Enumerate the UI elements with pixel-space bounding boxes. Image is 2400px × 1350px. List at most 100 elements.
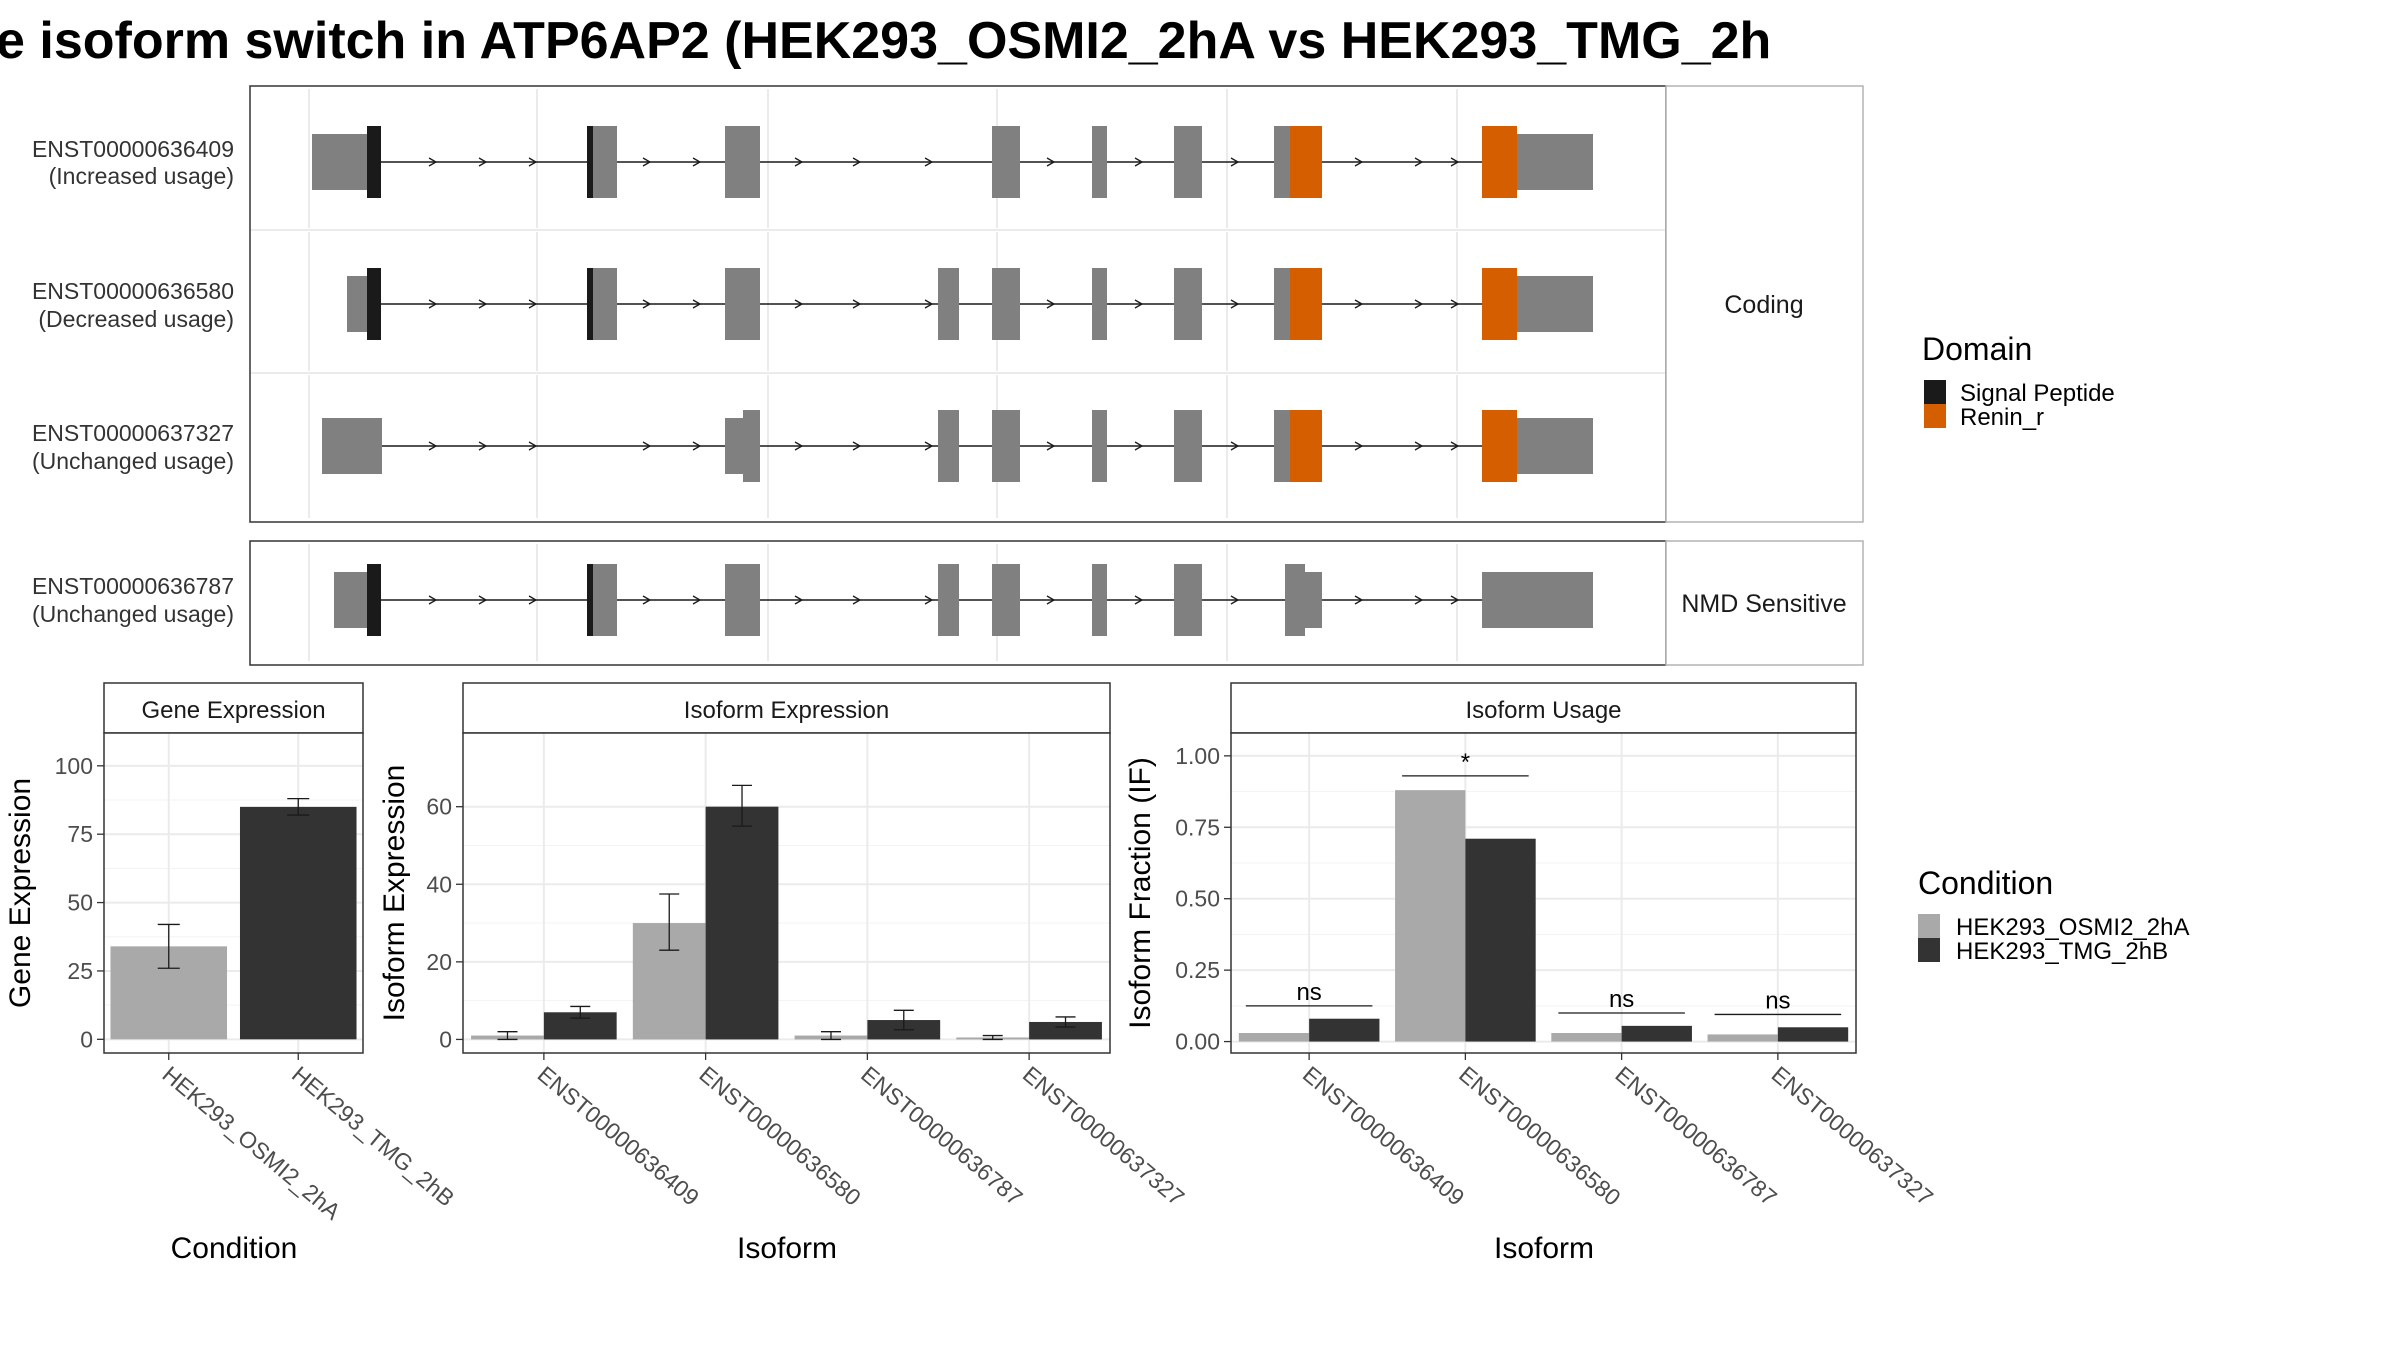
condition-b-legend-label: HEK293_TMG_2hB [1956, 938, 2168, 965]
y-tick-label: 100 [55, 753, 93, 779]
exon [1174, 126, 1202, 198]
y-tick-label: 0.25 [1175, 957, 1220, 983]
bar-panel: Isoform Usage ns * ns ns 0.00 0.25 0.50 0.75 1.00… [1124, 682, 1938, 1265]
intron-arrow [1450, 441, 1460, 451]
domain-legend-title: Domain [1922, 331, 2032, 367]
intron-arrow [478, 595, 488, 605]
utr-exon [1482, 572, 1593, 628]
intron-arrow [794, 441, 804, 451]
y-tick-label: 0.50 [1175, 886, 1220, 912]
intron-arrow [1046, 441, 1056, 451]
renin-r-domain [1482, 268, 1517, 340]
transcript-usage-label: (Unchanged usage) [32, 448, 234, 474]
renin-r-domain [1290, 268, 1322, 340]
renin-r-domain [1290, 410, 1322, 482]
plot-border [462, 732, 1111, 1054]
y-tick-label: 1.00 [1175, 743, 1220, 769]
intron-arrow [1134, 157, 1144, 167]
exon [1092, 564, 1107, 636]
condition-a-swatch [1918, 914, 1940, 938]
intron-arrow [1134, 441, 1144, 451]
x-tick-label: ENST00000636580 [1454, 1061, 1626, 1211]
exon [1274, 268, 1290, 340]
intron-arrow [1230, 595, 1240, 605]
exon [938, 410, 959, 482]
transcript-usage-label: (Unchanged usage) [32, 601, 234, 627]
intron-arrow [478, 157, 488, 167]
panel-strip-title: Isoform Usage [1465, 697, 1621, 724]
bar [705, 806, 779, 1040]
x-tick-label: ENST00000636787 [856, 1061, 1028, 1211]
renin-r-domain [1482, 410, 1517, 482]
plot-area [1231, 733, 1856, 1053]
x-axis-title: Isoform [737, 1232, 837, 1265]
plot-border [103, 732, 364, 1054]
y-tick-label: 0 [80, 1026, 93, 1052]
signal-peptide-swatch [1924, 380, 1946, 404]
bar [1238, 1033, 1310, 1042]
bar-panel: Isoform Expression 0 20 40 60 ENST00000636409… [378, 682, 1189, 1265]
bar [1621, 1025, 1692, 1042]
exon [1174, 564, 1202, 636]
intron-arrow [692, 157, 702, 167]
exon [593, 268, 617, 340]
bar [1395, 790, 1466, 1042]
exon [1174, 410, 1202, 482]
bar [1465, 838, 1536, 1042]
utr-exon [322, 418, 382, 474]
panel-strip [462, 682, 1111, 734]
significance-label: ns [1765, 987, 1790, 1014]
x-tick-label: ENST00000636787 [1610, 1061, 1782, 1211]
intron-arrow [1414, 157, 1424, 167]
intron-arrow [692, 441, 702, 451]
significance-label: * [1461, 749, 1470, 776]
intron-arrow [1450, 595, 1460, 605]
utr-exon [725, 418, 743, 474]
facet-label-nmd: NMD Sensitive [1681, 590, 1846, 618]
transcript-label: ENST00000636580 [32, 278, 234, 304]
intron-arrow [478, 299, 488, 309]
signal-peptide-domain [367, 126, 381, 198]
exon [725, 126, 760, 198]
intron-arrow [528, 157, 538, 167]
bar-charts: Gene Expression0255075100HEK293_OSMI2_2h… [4, 682, 1938, 1265]
intron-arrow [642, 157, 652, 167]
y-tick-label: 25 [67, 958, 93, 984]
intron-arrow [852, 157, 862, 167]
exon [992, 126, 1020, 198]
utr-exon [1517, 418, 1593, 474]
intron-arrow [1414, 595, 1424, 605]
plot-border [1230, 732, 1857, 1054]
plot-area [463, 733, 1110, 1053]
renin-r-domain [1482, 126, 1517, 198]
bar [239, 806, 357, 1040]
y-tick-label: 75 [67, 821, 93, 847]
intron-arrow [1414, 441, 1424, 451]
exon [593, 126, 617, 198]
exon [1285, 564, 1305, 636]
y-tick-label: 0.00 [1175, 1029, 1220, 1055]
panel-strip [1230, 682, 1857, 734]
intron-arrow [1414, 299, 1424, 309]
utr-exon [1517, 276, 1593, 332]
intron-arrow [478, 441, 488, 451]
transcript-label: ENST00000636409 [32, 136, 234, 162]
significance-label: ns [1609, 986, 1634, 1013]
intron-arrow [692, 299, 702, 309]
intron-arrow [1230, 299, 1240, 309]
exon [1092, 268, 1107, 340]
intron-arrow [1230, 441, 1240, 451]
exon [725, 564, 760, 636]
signal-peptide-domain [367, 268, 381, 340]
intron-arrow [1134, 595, 1144, 605]
intron-arrow [1354, 441, 1364, 451]
intron-arrow [1450, 157, 1460, 167]
bar-panel: Gene Expression0255075100HEK293_OSMI2_2h… [4, 682, 459, 1265]
y-tick-label: 0.75 [1175, 814, 1220, 840]
x-axis-title: Condition [171, 1232, 298, 1265]
significance-label: ns [1296, 979, 1321, 1006]
bar [1309, 1018, 1380, 1042]
renin-r-domain [1290, 126, 1322, 198]
intron-arrow [852, 441, 862, 451]
exon [1092, 126, 1107, 198]
